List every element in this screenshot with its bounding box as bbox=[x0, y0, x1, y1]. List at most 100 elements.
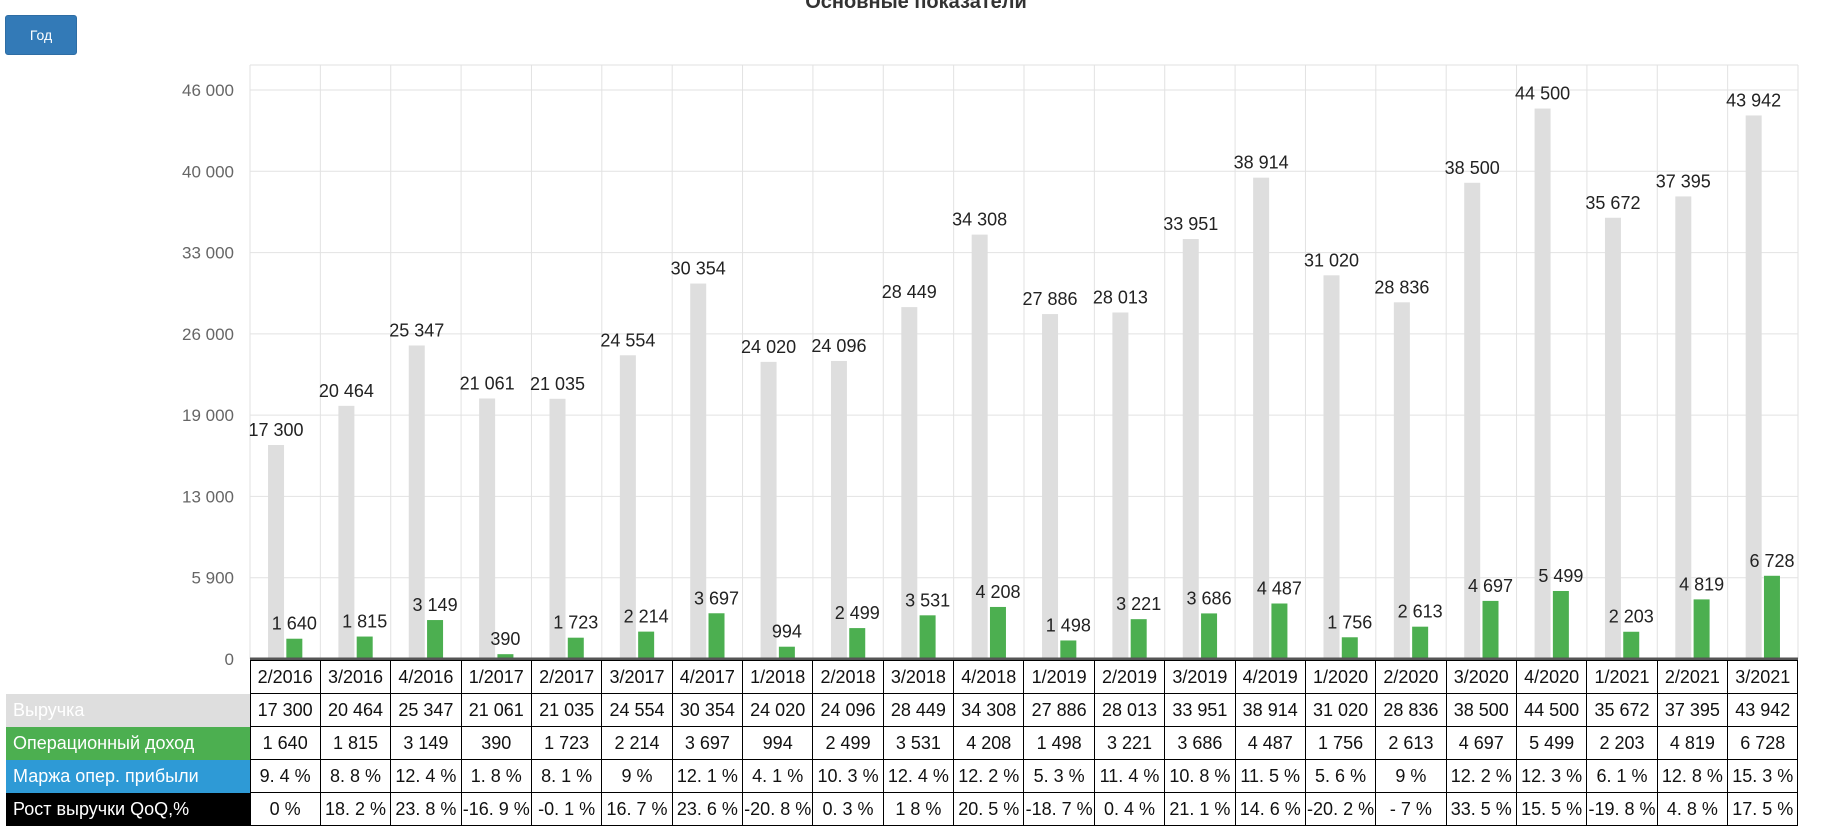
y-tick-label: 26 000 bbox=[182, 325, 234, 344]
table-cell: 23. 6 % bbox=[671, 792, 744, 826]
table-row-label: Операционный доход bbox=[6, 726, 250, 760]
x-tick-label: 1/2020 bbox=[1304, 660, 1377, 694]
operating-income-bar bbox=[778, 646, 795, 659]
operating-income-data-label: 994 bbox=[772, 622, 802, 642]
table-cell: 3 697 bbox=[671, 726, 744, 760]
revenue-data-label: 35 672 bbox=[1585, 193, 1640, 213]
revenue-data-label: 37 395 bbox=[1656, 171, 1711, 191]
table-cell: 21 035 bbox=[530, 693, 603, 727]
operating-income-data-label: 2 214 bbox=[624, 607, 669, 627]
operating-income-bar bbox=[1060, 640, 1077, 659]
x-tick-label: 2/2017 bbox=[530, 660, 603, 694]
revenue-data-label: 24 554 bbox=[600, 330, 655, 350]
table-row: Операционный доход 1 640 1 815 3 149 390 1 72… bbox=[6, 726, 1799, 760]
y-tick-label: 13 000 bbox=[182, 487, 234, 506]
y-tick-label: 5 900 bbox=[191, 569, 234, 588]
x-tick-label: 4/2018 bbox=[953, 660, 1025, 694]
operating-income-bar bbox=[708, 613, 725, 659]
operating-income-bar bbox=[919, 615, 936, 659]
revenue-bar bbox=[1112, 312, 1129, 659]
table-cell: 0. 3 % bbox=[812, 792, 884, 826]
revenue-bar bbox=[1534, 108, 1551, 660]
table-cell: 11. 4 % bbox=[1093, 759, 1166, 793]
table-cell: 1 815 bbox=[319, 726, 392, 760]
table-cell: 994 bbox=[742, 726, 814, 760]
operating-income-data-label: 3 149 bbox=[413, 595, 458, 615]
revenue-bar bbox=[1464, 182, 1481, 660]
operating-income-data-label: 1 640 bbox=[272, 614, 317, 634]
revenue-bar bbox=[1182, 239, 1199, 659]
table-cell: 27 886 bbox=[1023, 693, 1095, 727]
operating-income-data-label: 2 613 bbox=[1398, 602, 1443, 622]
table-row-label: Выручка bbox=[6, 693, 250, 727]
x-tick-label: 2/2020 bbox=[1375, 660, 1447, 694]
revenue-data-label: 27 886 bbox=[1023, 289, 1078, 309]
y-tick-label: 33 000 bbox=[182, 244, 234, 263]
data-table: 2/2016 3/2016 4/2016 1/2017 2/2017 3/2017 4/20… bbox=[6, 660, 1799, 826]
operating-income-data-label: 5 499 bbox=[1538, 566, 1583, 586]
operating-income-bar bbox=[989, 606, 1006, 659]
chart-title: Основные показатели bbox=[805, 0, 1027, 13]
revenue-bar bbox=[1675, 196, 1692, 659]
table-cell: 3 149 bbox=[390, 726, 462, 760]
table-cell: 25 347 bbox=[390, 693, 462, 727]
table-cell: -16. 9 % bbox=[460, 792, 532, 826]
x-tick-label: 2/2016 bbox=[249, 660, 321, 694]
table-cell: 38 914 bbox=[1234, 693, 1306, 727]
table-cell: 9 % bbox=[1375, 759, 1447, 793]
table-cell: 3 686 bbox=[1164, 726, 1236, 760]
x-tick-label: 4/2019 bbox=[1234, 660, 1306, 694]
table-cell: 1 756 bbox=[1304, 726, 1377, 760]
revenue-data-label: 21 061 bbox=[460, 373, 515, 393]
revenue-data-label: 38 500 bbox=[1445, 158, 1500, 178]
revenue-bar bbox=[619, 355, 636, 659]
operating-income-bar bbox=[1412, 626, 1429, 659]
table-cell: 12. 4 % bbox=[390, 759, 462, 793]
revenue-data-label: 25 347 bbox=[389, 320, 444, 340]
operating-income-data-label: 1 815 bbox=[342, 612, 387, 632]
table-cell: 28 013 bbox=[1093, 693, 1166, 727]
table-row: Выручка 17 300 20 464 25 347 21 061 21 035 24 … bbox=[6, 693, 1799, 727]
table-cell: -19. 8 % bbox=[1586, 792, 1658, 826]
revenue-data-label: 24 096 bbox=[811, 336, 866, 356]
table-cell: 15. 3 % bbox=[1727, 759, 1799, 793]
operating-income-bar bbox=[567, 637, 584, 659]
table-cell: 21. 1 % bbox=[1164, 792, 1236, 826]
table-row: Рост выручки QoQ,% 0 % 18. 2 % 23. 8 % -16. … bbox=[6, 792, 1799, 826]
operating-income-data-label: 390 bbox=[490, 629, 520, 649]
y-tick-label: 40 000 bbox=[182, 162, 234, 181]
table-cell: 37 395 bbox=[1656, 693, 1729, 727]
table-cell: 24 020 bbox=[742, 693, 814, 727]
table-cell: 6 728 bbox=[1727, 726, 1799, 760]
operating-income-bar bbox=[1693, 599, 1710, 659]
table-cell: 4. 1 % bbox=[742, 759, 814, 793]
table-cell: 4 819 bbox=[1656, 726, 1729, 760]
x-tick-label: 4/2020 bbox=[1515, 660, 1588, 694]
operating-income-bar bbox=[1130, 619, 1147, 659]
operating-income-bar bbox=[1482, 600, 1499, 659]
revenue-bar bbox=[1323, 275, 1340, 659]
table-cell: -0. 1 % bbox=[530, 792, 603, 826]
x-tick-label: 3/2019 bbox=[1164, 660, 1236, 694]
revenue-bar bbox=[408, 345, 425, 659]
x-tick-label: 2/2021 bbox=[1656, 660, 1729, 694]
table-cell: 20 464 bbox=[319, 693, 392, 727]
table-cell: 4 697 bbox=[1445, 726, 1517, 760]
operating-income-bar bbox=[1201, 613, 1218, 659]
table-cell: 2 214 bbox=[601, 726, 673, 760]
table-header-row: 2/2016 3/2016 4/2016 1/2017 2/2017 3/2017 4/20… bbox=[6, 660, 1799, 694]
operating-income-data-label: 4 697 bbox=[1468, 576, 1513, 596]
table-cell: 5. 3 % bbox=[1023, 759, 1095, 793]
operating-income-bar bbox=[356, 636, 373, 659]
table-cell: -20. 2 % bbox=[1304, 792, 1377, 826]
y-tick-label: 19 000 bbox=[182, 406, 234, 425]
table-cell: 43 942 bbox=[1727, 693, 1799, 727]
x-tick-label: 2/2018 bbox=[812, 660, 884, 694]
period-year-button[interactable]: Год bbox=[5, 15, 77, 55]
x-tick-label: 1/2019 bbox=[1023, 660, 1095, 694]
table-cell: 23. 8 % bbox=[390, 792, 462, 826]
table-cell: 33 951 bbox=[1164, 693, 1236, 727]
operating-income-data-label: 1 723 bbox=[553, 613, 598, 633]
x-tick-label: 1/2021 bbox=[1586, 660, 1658, 694]
table-cell: 12. 8 % bbox=[1656, 759, 1729, 793]
